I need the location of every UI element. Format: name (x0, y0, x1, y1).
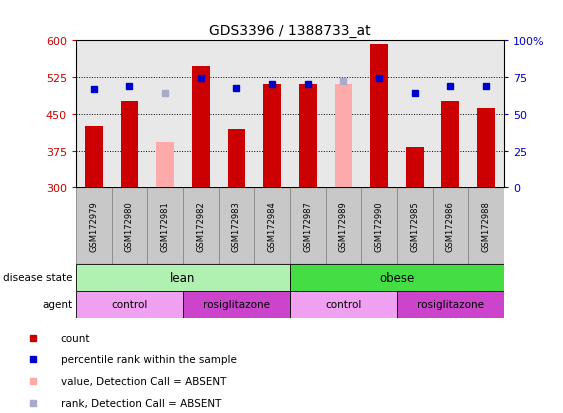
Bar (432, 188, 468, 264)
Text: rosiglitazone: rosiglitazone (417, 299, 484, 310)
Text: rosiglitazone: rosiglitazone (203, 299, 270, 310)
Bar (85, 127, 103, 188)
Bar (290, 188, 325, 264)
Bar (468, 188, 504, 264)
Text: agent: agent (42, 299, 73, 310)
Bar (290, 264, 504, 291)
Bar (192, 67, 210, 188)
Bar (76, 291, 183, 318)
Text: rank, Detection Call = ABSENT: rank, Detection Call = ABSENT (61, 398, 221, 408)
Text: GSM172988: GSM172988 (481, 201, 490, 252)
Title: GDS3396 / 1388733_at: GDS3396 / 1388733_at (209, 24, 371, 38)
Text: GSM172984: GSM172984 (267, 201, 276, 252)
Bar (397, 188, 432, 264)
Text: GSM172989: GSM172989 (339, 201, 348, 252)
Text: count: count (61, 333, 90, 343)
Bar (406, 147, 423, 188)
Bar (370, 45, 388, 188)
Text: GSM172981: GSM172981 (160, 201, 169, 252)
Bar (111, 188, 148, 264)
Text: GSM172982: GSM172982 (196, 201, 205, 252)
Bar (299, 85, 316, 188)
Text: GSM172990: GSM172990 (374, 201, 383, 252)
Text: percentile rank within the sample: percentile rank within the sample (61, 354, 236, 364)
Bar (263, 85, 281, 188)
Bar (397, 291, 504, 318)
Bar (76, 264, 290, 291)
Text: disease state: disease state (3, 273, 73, 283)
Text: GSM172983: GSM172983 (232, 201, 241, 252)
Bar (120, 102, 138, 188)
Bar (76, 188, 111, 264)
Text: GSM172979: GSM172979 (90, 201, 99, 252)
Bar (254, 188, 290, 264)
Bar (441, 102, 459, 188)
Bar (477, 109, 495, 188)
Text: GSM172987: GSM172987 (303, 201, 312, 252)
Bar (227, 129, 245, 188)
Text: lean: lean (170, 271, 196, 284)
Bar (148, 188, 183, 264)
Text: GSM172985: GSM172985 (410, 201, 419, 252)
Text: obese: obese (379, 271, 414, 284)
Bar (325, 188, 361, 264)
Bar (361, 188, 397, 264)
Text: value, Detection Call = ABSENT: value, Detection Call = ABSENT (61, 376, 226, 386)
Bar (157, 143, 174, 188)
Text: control: control (325, 299, 361, 310)
Bar (183, 188, 218, 264)
Bar (334, 85, 352, 188)
Text: control: control (111, 299, 148, 310)
Bar (183, 291, 290, 318)
Bar (290, 291, 397, 318)
Text: GSM172980: GSM172980 (125, 201, 134, 252)
Text: GSM172986: GSM172986 (446, 201, 455, 252)
Bar (218, 188, 254, 264)
